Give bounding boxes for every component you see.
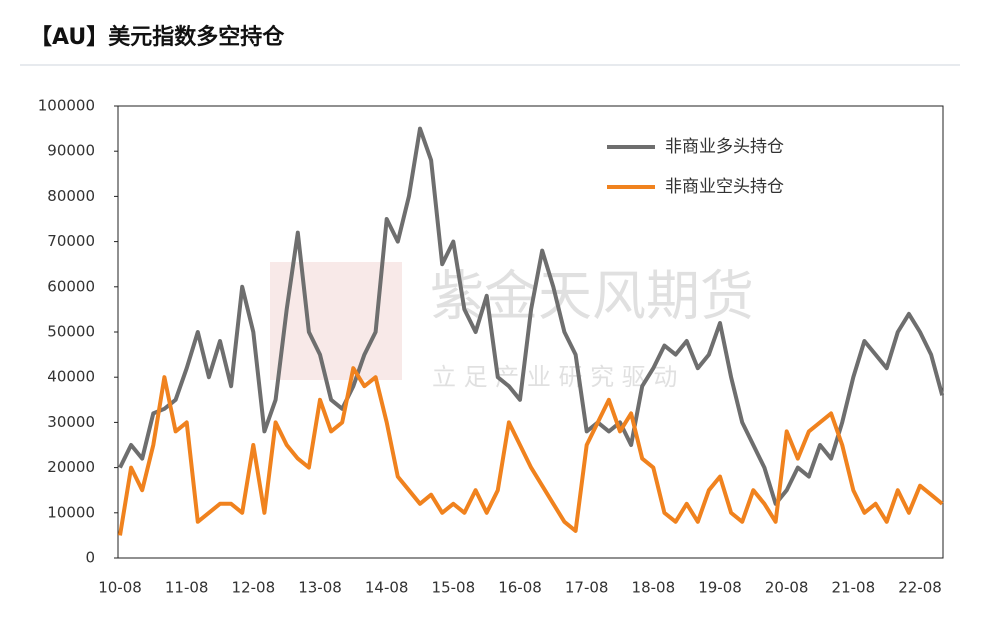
x-tick-label: 21-08 <box>832 579 876 597</box>
x-tick-label: 10-08 <box>98 579 142 597</box>
x-tick-label: 11-08 <box>165 579 209 597</box>
y-tick-label: 100000 <box>38 97 95 115</box>
plot-area <box>117 105 944 559</box>
x-tick-label: 14-08 <box>365 579 409 597</box>
y-tick-label: 0 <box>85 549 95 567</box>
y-tick-label: 80000 <box>47 187 95 205</box>
y-tick-label: 90000 <box>47 142 95 160</box>
y-tick-label: 30000 <box>47 413 95 431</box>
legend-label: 非商业空头持仓 <box>665 177 784 197</box>
x-tick-label: 15-08 <box>432 579 476 597</box>
y-tick-label: 10000 <box>47 503 95 521</box>
x-tick-label: 16-08 <box>498 579 542 597</box>
series-line <box>118 126 945 506</box>
watermark: 紫金天风期货 立 足 产 业 研 究 驱 动 <box>270 262 754 391</box>
y-tick-label: 50000 <box>47 323 95 341</box>
x-tick-label: 12-08 <box>232 579 276 597</box>
x-tick-label: 19-08 <box>698 579 742 597</box>
chart-title: 【AU】美元指数多空持仓 <box>30 24 285 50</box>
legend-label: 非商业多头持仓 <box>665 137 784 157</box>
y-tick-label: 40000 <box>47 368 95 386</box>
x-tick-label: 13-08 <box>298 579 342 597</box>
y-tick-label: 70000 <box>47 232 95 250</box>
x-tick-label: 18-08 <box>632 579 676 597</box>
watermark-brand: 紫金天风期货 <box>430 265 754 328</box>
series-line <box>118 366 944 536</box>
watermark-slogan: 立 足 产 业 研 究 驱 动 <box>432 363 677 391</box>
y-tick-label: 20000 <box>47 458 95 476</box>
y-tick-label: 60000 <box>47 277 95 295</box>
x-tick-label: 22-08 <box>898 579 942 597</box>
x-tick-label: 20-08 <box>765 579 809 597</box>
x-tick-label: 17-08 <box>565 579 609 597</box>
